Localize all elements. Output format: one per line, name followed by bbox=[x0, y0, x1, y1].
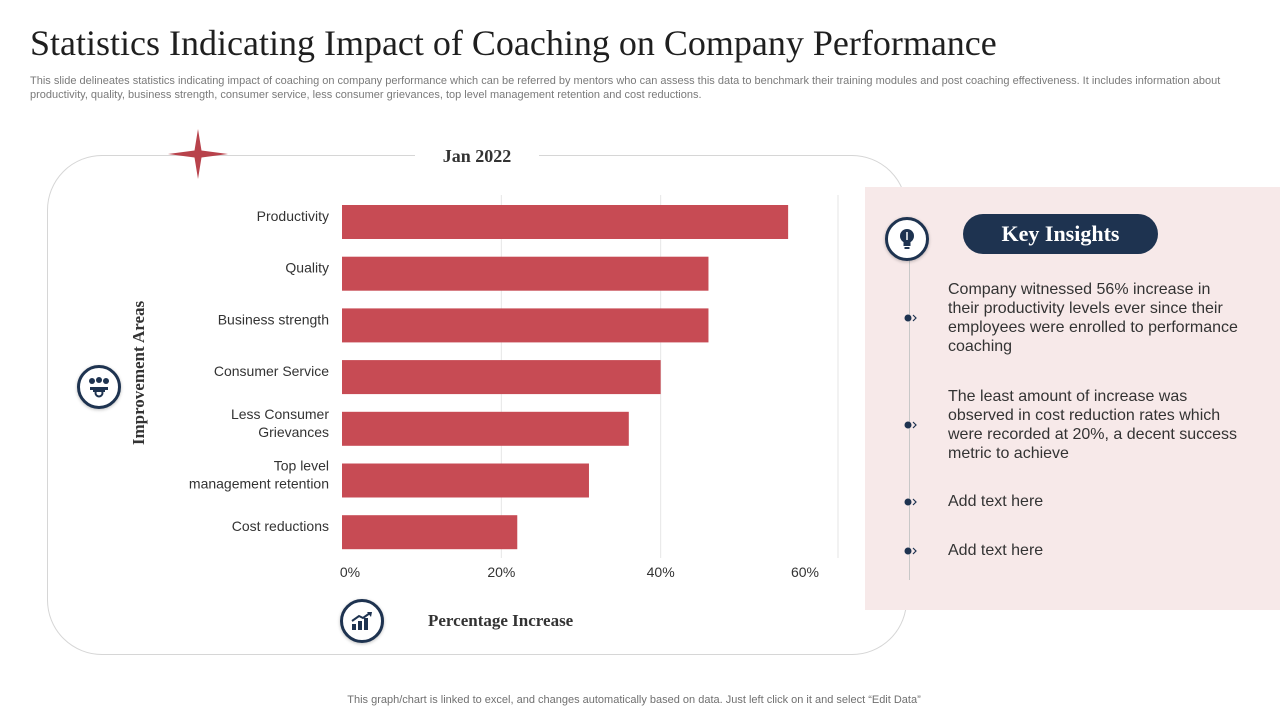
bar bbox=[342, 360, 661, 395]
bullet-arrow-icon bbox=[904, 421, 917, 429]
x-tick-label: 20% bbox=[487, 564, 515, 580]
bar-chart: 0% 20% 40% 60% Productivity Quality Business s… bbox=[189, 195, 839, 580]
y-tick-label: Less Consumer Grievances bbox=[231, 406, 329, 440]
footer-note: This graph/chart is linked to excel, and… bbox=[347, 694, 921, 706]
y-tick-label: Consumer Service bbox=[214, 363, 329, 379]
insight-text: Company witnessed 56% increase in their … bbox=[948, 281, 1238, 355]
insights-divider bbox=[909, 260, 910, 580]
y-tick-label: Productivity bbox=[257, 208, 329, 224]
x-tick-label: 60% bbox=[791, 564, 819, 580]
bullet-arrow-icon bbox=[904, 547, 917, 554]
four-point-star-icon bbox=[168, 129, 228, 179]
y-tick-label: Business strength bbox=[218, 311, 329, 327]
bullet-arrow-icon bbox=[904, 314, 917, 322]
insight-text: Add text here bbox=[948, 542, 1044, 559]
y-tick-label: Top level management retention bbox=[189, 458, 329, 492]
bar bbox=[342, 308, 709, 343]
bar bbox=[342, 205, 789, 239]
lightbulb-icon bbox=[885, 217, 929, 261]
key-insights-label: Key Insights bbox=[963, 214, 1158, 254]
bullet-arrow-icon bbox=[904, 498, 917, 505]
insight-text: Add text here bbox=[948, 493, 1044, 510]
bar bbox=[342, 515, 518, 550]
insights-panel bbox=[865, 187, 1280, 610]
x-tick-label: 0% bbox=[340, 564, 360, 580]
x-axis-title: Percentage Increase bbox=[428, 611, 574, 630]
bar bbox=[342, 463, 589, 498]
page-title: Statistics Indicating Impact of Coaching… bbox=[30, 23, 997, 63]
y-tick-label: Cost reductions bbox=[232, 518, 329, 534]
page-subtitle: This slide delineates statistics indicat… bbox=[30, 75, 1221, 101]
x-tick-label: 40% bbox=[647, 564, 675, 580]
insight-item: The least amount of increase was observe… bbox=[903, 387, 1243, 463]
insight-text: The least amount of increase was observe… bbox=[948, 388, 1238, 462]
chart-title: Jan 2022 bbox=[415, 144, 539, 168]
bar bbox=[342, 256, 709, 291]
insight-item: Add text here bbox=[903, 492, 1243, 511]
bar bbox=[342, 411, 629, 446]
y-tick-label: Quality bbox=[285, 260, 329, 276]
growth-chart-icon bbox=[340, 599, 384, 643]
team-settings-icon bbox=[77, 365, 121, 409]
insight-item: Add text here bbox=[903, 541, 1243, 560]
insight-item: Company witnessed 56% increase in their … bbox=[903, 280, 1243, 356]
